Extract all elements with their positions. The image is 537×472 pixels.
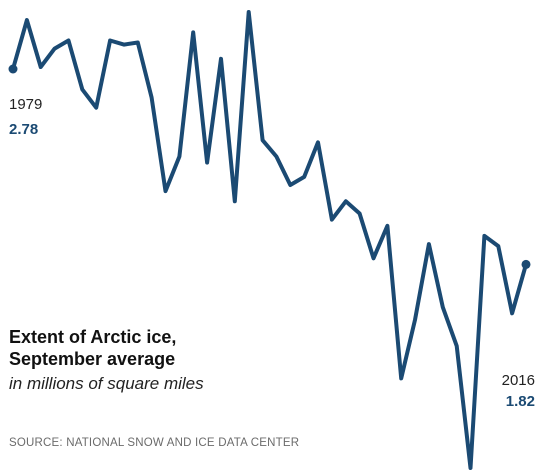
start-value-label: 2.78 <box>9 121 39 138</box>
start-year-label: 1979 <box>9 96 43 113</box>
chart-title-line1: Extent of Arctic ice, <box>9 327 177 347</box>
ice-extent-line <box>11 10 528 470</box>
end-value-label: 1.82 <box>505 393 535 410</box>
end-point <box>521 259 531 269</box>
chart-title-line2: September average <box>9 349 176 369</box>
source-note: SOURCE: NATIONAL SNOW AND ICE DATA CENTE… <box>9 437 300 449</box>
chart-subtitle: in millions of square miles <box>9 374 204 393</box>
end-year-label: 2016 <box>501 372 535 389</box>
start-point <box>8 64 18 74</box>
chart-title: Extent of Arctic ice, September average <box>9 326 176 370</box>
